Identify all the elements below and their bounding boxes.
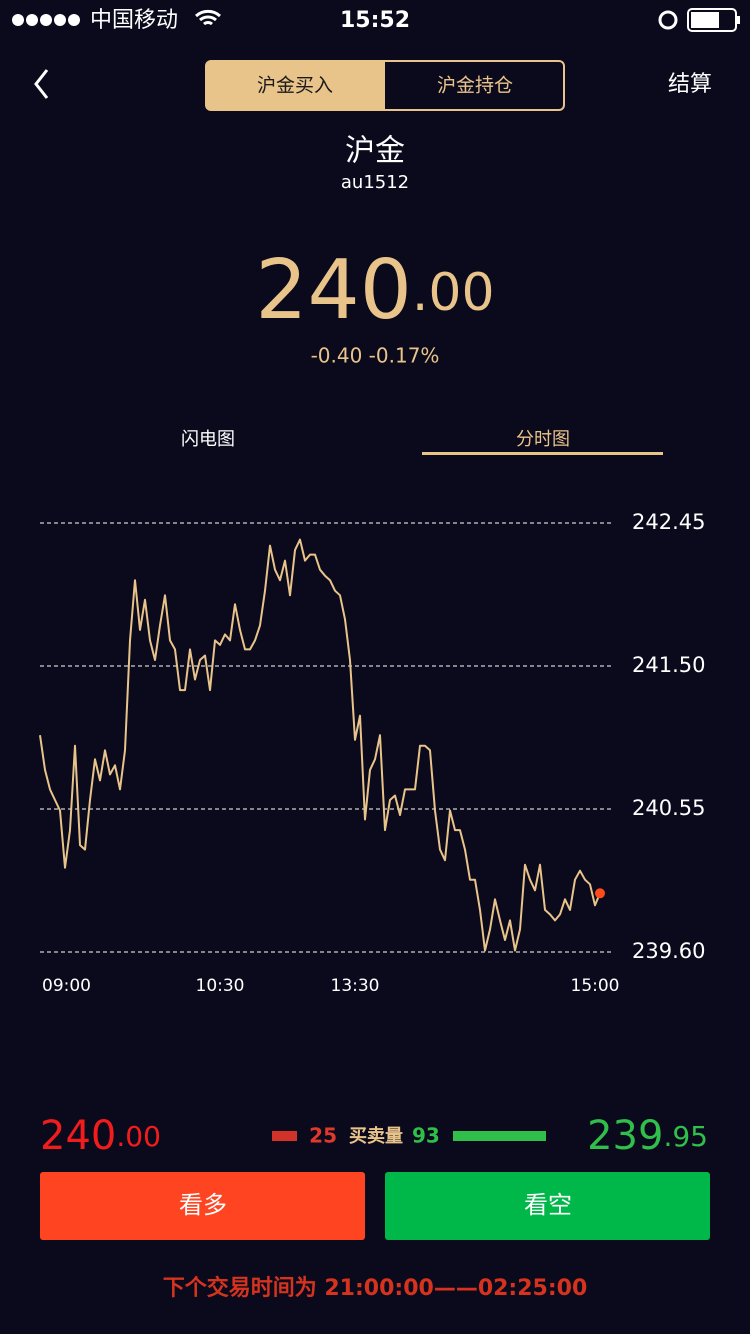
price-change: -0.40 -0.17% <box>311 344 440 368</box>
buy-volume: 25 <box>309 1124 337 1148</box>
battery-tip <box>737 16 740 24</box>
buy-volume-bar <box>272 1131 297 1141</box>
chart-tab-active[interactable]: 分时图 <box>516 429 570 450</box>
wifi-icon <box>195 9 221 26</box>
battery <box>687 8 737 32</box>
chart-tab[interactable]: 闪电图 <box>181 429 235 450</box>
buy-price: 240.00 <box>40 1113 161 1159</box>
next-session-notice: 下个交易时间为 21:00:00——02:25:00 <box>163 1275 588 1301</box>
price-dec: .00 <box>412 263 495 323</box>
tab-buy[interactable]: 沪金买入 <box>257 75 333 97</box>
buy-price-dec: .00 <box>116 1120 161 1153</box>
sell-price: 239.95 <box>587 1113 708 1159</box>
last-price-dot <box>595 888 605 899</box>
y-tick-label: 239.60 <box>632 939 705 963</box>
volume-label: 买卖量 <box>349 1125 403 1147</box>
y-tick-label: 241.50 <box>632 653 705 677</box>
buy-button-label[interactable]: 看多 <box>179 1191 227 1219</box>
buy-price-int: 240 <box>40 1113 116 1159</box>
x-tick-label: 09:00 <box>42 976 91 996</box>
sell-button-label[interactable]: 看空 <box>524 1191 572 1219</box>
sell-price-dec: .95 <box>663 1120 708 1153</box>
back-button[interactable] <box>34 69 49 99</box>
price-line <box>39 538 601 952</box>
sell-volume-bar <box>453 1131 546 1141</box>
segment-active[interactable] <box>206 61 385 110</box>
sell-button[interactable] <box>385 1172 710 1240</box>
x-tick-label: 15:00 <box>571 976 620 996</box>
product-code: au1512 <box>341 172 409 193</box>
x-tick-label: 13:30 <box>331 976 380 996</box>
clock: 15:52 <box>340 8 410 33</box>
sell-price-int: 239 <box>587 1113 663 1159</box>
chart: 242.45 241.50 240.55 239.60 09:00 10:30 13:30 1… <box>39 510 705 996</box>
alarm-icon <box>658 10 678 30</box>
price-int: 240 <box>255 243 412 338</box>
carrier: 中国移动 <box>90 8 178 33</box>
tab-position[interactable]: 沪金持仓 <box>437 75 513 97</box>
price: 240.00 <box>255 243 494 338</box>
signal-dots <box>12 14 80 26</box>
tab-underline <box>422 452 663 455</box>
x-tick-label: 10:30 <box>196 976 245 996</box>
battery-level <box>691 12 719 28</box>
buy-button[interactable] <box>40 1172 365 1240</box>
settle-button[interactable]: 结算 <box>668 72 712 97</box>
product-name: 沪金 <box>345 134 405 169</box>
y-tick-label: 242.45 <box>632 510 705 534</box>
sell-volume: 93 <box>412 1124 440 1148</box>
y-tick-label: 240.55 <box>632 796 705 820</box>
